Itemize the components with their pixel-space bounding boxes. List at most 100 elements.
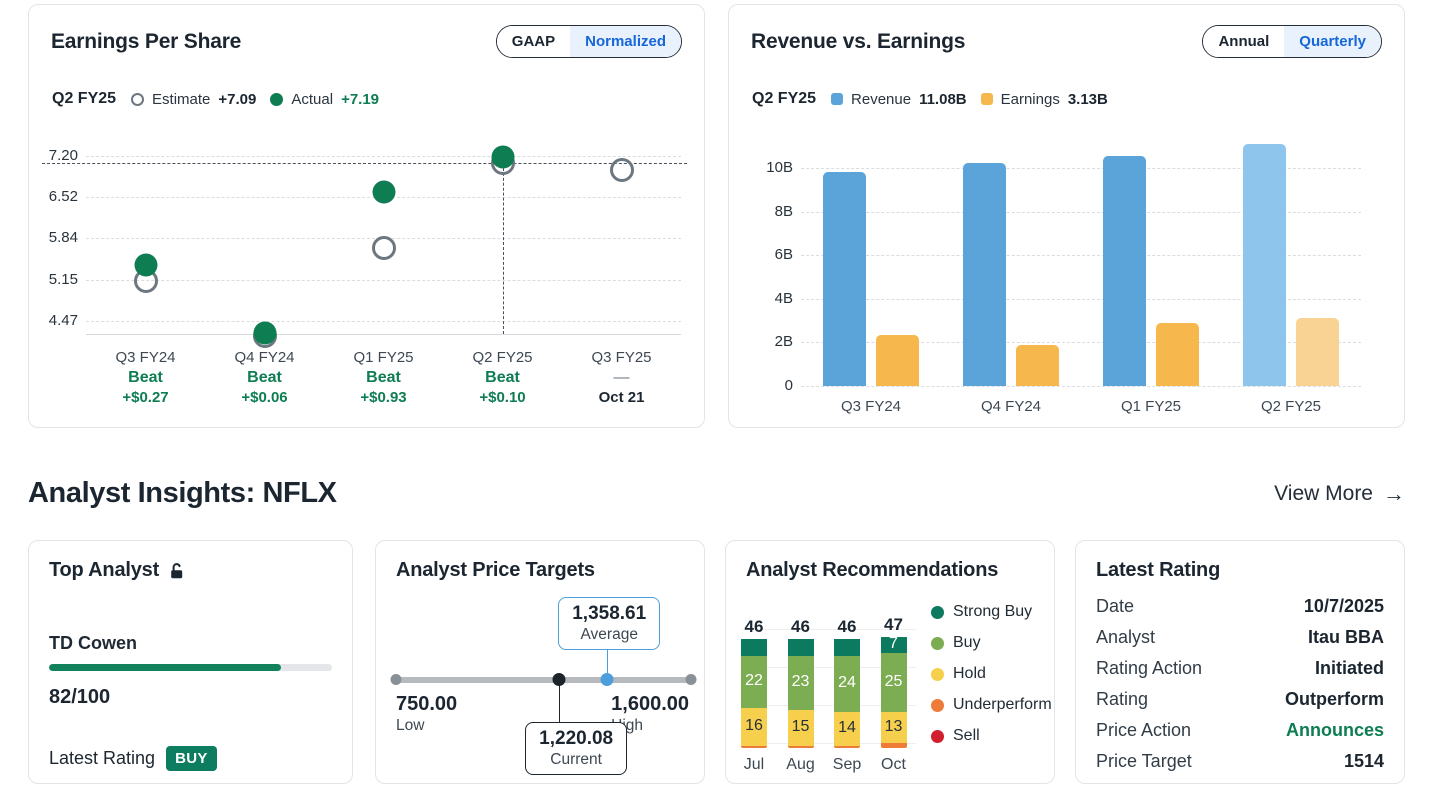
recommendations-title: Analyst Recommendations xyxy=(746,559,999,581)
latest-rating-title: Latest Rating xyxy=(1096,559,1221,581)
revenue-category-label: Q3 FY24 xyxy=(840,398,902,415)
actual-point[interactable] xyxy=(491,145,514,169)
recommendation-segment[interactable] xyxy=(880,636,907,654)
rating-detail-label: Price Target xyxy=(1096,751,1192,771)
revenue-vs-earnings-card: Revenue vs. Earnings Annual Quarterly Q2… xyxy=(728,4,1405,428)
toggle-option-quarterly[interactable]: Quarterly xyxy=(1284,26,1381,57)
month-label: Jul xyxy=(743,756,765,773)
actual-marker-icon xyxy=(270,92,284,106)
eps-result-detail: +$0.10 xyxy=(479,389,526,406)
top-analyst-title: Top Analyst xyxy=(49,559,160,581)
y-axis-tick: 0 xyxy=(784,377,793,394)
y-axis-tick: 10B xyxy=(766,159,793,176)
estimate-point[interactable] xyxy=(609,157,634,182)
toggle-option-gaap[interactable]: GAAP xyxy=(496,26,571,57)
toggle-option-normalized[interactable]: Normalized xyxy=(570,26,681,57)
analyst-score-fill xyxy=(49,664,282,671)
rating-detail-label: Price Action xyxy=(1096,720,1192,740)
y-axis-tick: 2B xyxy=(774,333,793,351)
recommendation-segment[interactable] xyxy=(787,655,814,711)
high-endpoint-dot xyxy=(685,674,697,685)
recommendation-segment[interactable] xyxy=(834,745,860,748)
eps-actual-label: Actual xyxy=(291,90,334,108)
revenue-category-label: Q4 FY24 xyxy=(980,398,1042,415)
view-more-link[interactable]: View More → xyxy=(1274,481,1405,507)
average-target-value: 1,358.61 xyxy=(572,603,647,624)
average-target-dot[interactable] xyxy=(600,673,614,686)
recommendation-segment[interactable] xyxy=(741,745,767,748)
earnings-bar[interactable] xyxy=(876,334,919,386)
eps-result-detail: +$0.27 xyxy=(122,389,169,406)
revenue-card-title: Revenue vs. Earnings xyxy=(751,29,966,53)
legend-dot-icon xyxy=(931,729,944,743)
recommendation-segment[interactable] xyxy=(787,710,814,746)
total-count-label: 46 xyxy=(744,616,764,636)
rating-detail-label: Rating Action xyxy=(1096,658,1203,678)
revenue-bar[interactable] xyxy=(1103,156,1146,386)
estimate-point[interactable] xyxy=(371,235,396,260)
rating-detail-row: Price Target 1514 xyxy=(1096,746,1384,777)
revenue-legend-period: Q2 FY25 xyxy=(752,90,817,107)
gridline xyxy=(742,743,916,744)
eps-category-name: Q2 FY25 xyxy=(472,349,533,366)
current-connector-line xyxy=(559,685,561,722)
average-target-callout: 1,358.61 Average xyxy=(558,597,661,650)
actual-point[interactable] xyxy=(253,321,276,345)
earnings-bar[interactable] xyxy=(1016,345,1059,386)
price-targets-card: Analyst Price Targets 1,358.61 Average 7… xyxy=(375,540,705,784)
highlight-vline xyxy=(502,162,504,334)
actual-point[interactable] xyxy=(372,180,395,204)
price-target-slider-track xyxy=(396,677,691,683)
legend-dot-icon xyxy=(931,698,944,712)
rating-detail-row: Rating Outperform xyxy=(1096,684,1384,715)
eps-result-detail: Oct 21 xyxy=(598,389,645,406)
recommendation-segment[interactable] xyxy=(880,743,907,748)
actual-point[interactable] xyxy=(134,253,157,277)
earnings-marker-icon xyxy=(980,93,993,105)
recommendation-segment[interactable] xyxy=(834,655,860,713)
top-analyst-header: Top Analyst xyxy=(49,559,185,582)
y-axis-tick: 6.52 xyxy=(48,188,78,205)
current-price-dot[interactable] xyxy=(552,673,566,686)
legend-dot-icon xyxy=(931,636,944,650)
earnings-bar[interactable] xyxy=(1156,323,1199,386)
revenue-bar[interactable] xyxy=(963,162,1006,386)
earnings-label: Earnings xyxy=(1000,90,1060,108)
y-axis-tick: 8B xyxy=(774,202,793,220)
earnings-bar[interactable] xyxy=(1296,317,1339,386)
recommendation-segment[interactable] xyxy=(787,745,814,748)
buy-rating-badge: BUY xyxy=(166,746,217,771)
recommendation-segment[interactable] xyxy=(741,638,767,656)
recommendation-segment[interactable] xyxy=(741,707,767,746)
revenue-legend: Q2 FY25 Revenue 11.08B Earnings 3.13B xyxy=(752,90,1108,108)
recommendation-segment[interactable] xyxy=(834,638,860,656)
low-target-block: 750.00 Low xyxy=(396,693,457,735)
revenue-bar[interactable] xyxy=(823,171,866,386)
eps-category-label: Q3 FY24 Beat +$0.27 xyxy=(115,349,175,406)
recommendation-segment[interactable] xyxy=(741,655,767,708)
latest-rating-rows: Date 10/7/2025 Analyst Itau BBA Rating Actio… xyxy=(1096,591,1384,777)
recommendation-segment[interactable] xyxy=(880,712,907,744)
unlock-icon xyxy=(171,562,183,578)
eps-category-name: Q1 FY25 xyxy=(353,349,414,366)
eps-actual-value: +7.19 xyxy=(341,90,380,108)
gridline xyxy=(742,705,916,706)
legend-item: Sell xyxy=(931,727,1052,745)
analyst-score-bar xyxy=(49,664,332,671)
recommendation-segment[interactable] xyxy=(880,653,907,713)
eps-legend-period: Q2 FY25 xyxy=(52,90,117,107)
recommendation-segment[interactable] xyxy=(787,638,814,656)
toggle-option-annual[interactable]: Annual xyxy=(1203,26,1285,57)
eps-category-name: Q4 FY24 xyxy=(234,349,295,366)
legend-label: Underperform xyxy=(953,696,1052,713)
earnings-value: 3.13B xyxy=(1067,90,1108,108)
eps-category-name: Q3 FY24 xyxy=(115,349,176,366)
legend-label: Sell xyxy=(953,727,980,744)
eps-result: Beat xyxy=(128,369,163,386)
rating-detail-value: 1514 xyxy=(1343,751,1384,771)
y-axis-tick: 5.15 xyxy=(48,270,78,288)
revenue-value: 11.08B xyxy=(919,90,967,108)
high-target-value: 1,600.00 xyxy=(611,693,689,715)
revenue-bar[interactable] xyxy=(1243,144,1286,386)
recommendation-segment[interactable] xyxy=(834,712,860,746)
